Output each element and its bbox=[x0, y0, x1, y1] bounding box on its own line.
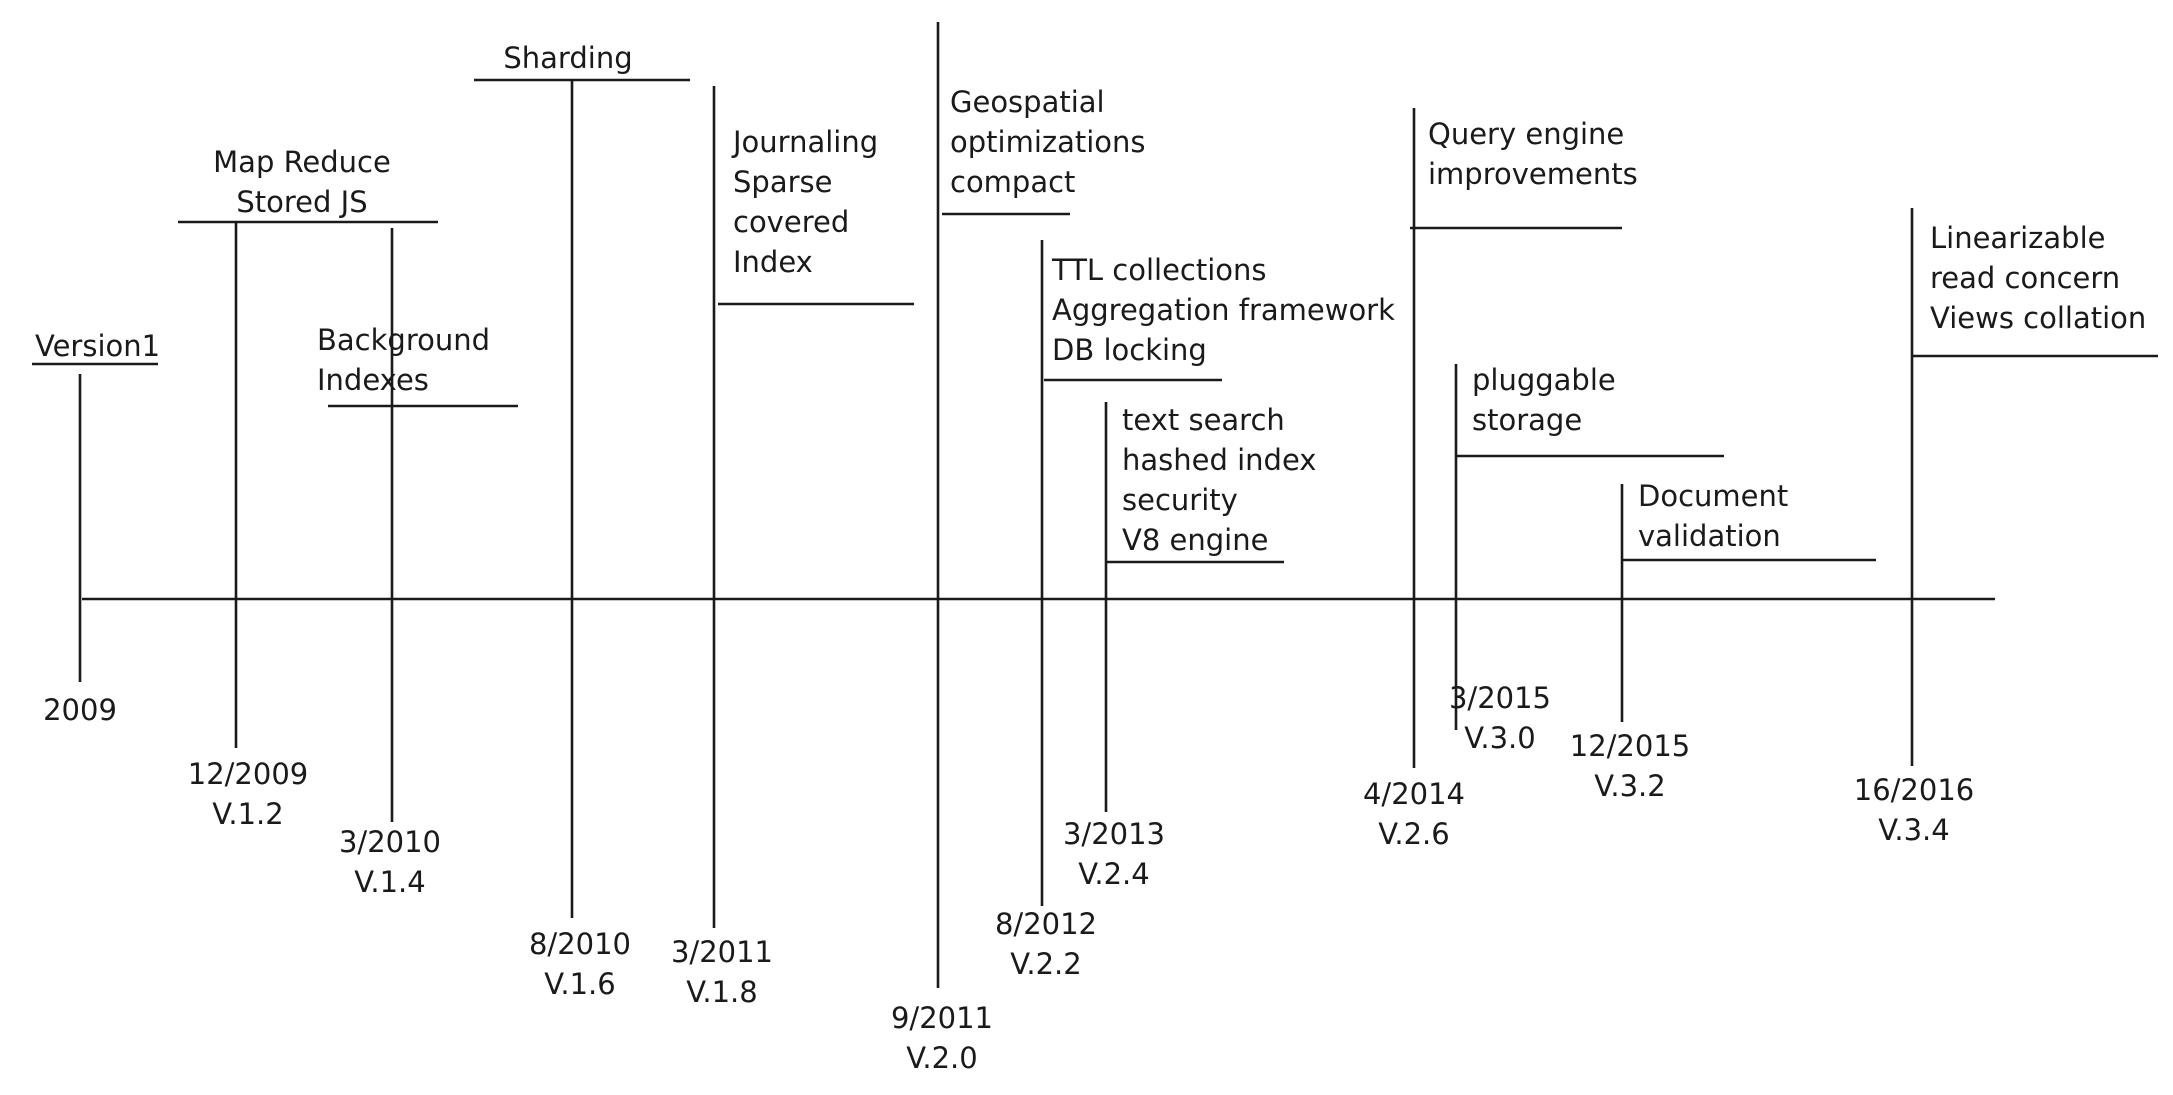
event-date-label: 8/2010 bbox=[529, 927, 631, 961]
timeline-event-v3-4: Linearizable read concern Views collation 1… bbox=[1854, 208, 2158, 847]
feature-label: Background bbox=[317, 323, 490, 357]
event-date-label: 2009 bbox=[43, 693, 117, 727]
event-date-label: 8/2012 bbox=[995, 907, 1097, 941]
event-date-label: 3/2011 bbox=[671, 935, 773, 969]
feature-label: Index bbox=[733, 245, 813, 279]
feature-label: Sparse bbox=[733, 165, 832, 199]
feature-label: TTL collections bbox=[1051, 253, 1267, 287]
event-version-label: V.1.8 bbox=[686, 975, 757, 1009]
event-version-label: V.1.4 bbox=[354, 865, 425, 899]
feature-label: pluggable bbox=[1472, 363, 1616, 397]
event-version-label: V.1.6 bbox=[544, 967, 615, 1001]
event-version-label: V.2.0 bbox=[906, 1041, 977, 1075]
feature-label: Views collation bbox=[1930, 301, 2146, 335]
feature-label: text search bbox=[1122, 403, 1285, 437]
feature-label: Document bbox=[1638, 479, 1788, 513]
feature-label: read concern bbox=[1930, 261, 2120, 295]
feature-label: optimizations bbox=[950, 125, 1146, 159]
timeline-event-v2-4: text search hashed index security V8 engine… bbox=[1063, 402, 1316, 891]
event-version-label: V.3.0 bbox=[1464, 721, 1535, 755]
event-date-label: 3/2010 bbox=[339, 825, 441, 859]
timeline-event-v3-2: Document validation 12/2015 V.3.2 bbox=[1570, 479, 1876, 803]
event-date-label: 3/2015 bbox=[1449, 681, 1551, 715]
feature-label: Stored JS bbox=[236, 185, 367, 219]
event-version-label: V.2.6 bbox=[1378, 817, 1449, 851]
timeline-event-v1-2: Map Reduce Stored JS 12/2009 V.1.2 bbox=[178, 145, 438, 831]
feature-label: Aggregation framework bbox=[1052, 293, 1395, 327]
event-version-label: V.3.2 bbox=[1594, 769, 1665, 803]
feature-label: compact bbox=[950, 165, 1075, 199]
feature-label: covered bbox=[733, 205, 849, 239]
timeline-event-v1-4: Background Indexes 3/2010 V.1.4 bbox=[317, 228, 518, 899]
feature-label: Sharding bbox=[503, 41, 632, 75]
timeline-event-v2-6: Query engine improvements 4/2014 V.2.6 bbox=[1363, 108, 1638, 851]
feature-label: V8 engine bbox=[1122, 523, 1268, 557]
event-date-label: 12/2009 bbox=[188, 757, 308, 791]
feature-label: Map Reduce bbox=[213, 145, 391, 179]
feature-label: improvements bbox=[1428, 157, 1638, 191]
event-date-label: 9/2011 bbox=[891, 1001, 993, 1035]
timeline-event-v1-6: Sharding 8/2010 V.1.6 bbox=[474, 41, 690, 1001]
feature-label: Journaling bbox=[731, 125, 878, 159]
timeline-event-v3-0: pluggable storage 3/2015 V.3.0 bbox=[1449, 363, 1724, 755]
feature-label: security bbox=[1122, 483, 1238, 517]
event-version-label: V.2.2 bbox=[1010, 947, 1081, 981]
event-version-label: V.1.2 bbox=[212, 797, 283, 831]
event-date-label: 16/2016 bbox=[1854, 773, 1974, 807]
feature-label: DB locking bbox=[1052, 333, 1207, 367]
feature-label: validation bbox=[1638, 519, 1781, 553]
event-version-label: V.2.4 bbox=[1078, 857, 1149, 891]
timeline-event-v2-2: TTL collections Aggregation framework DB l… bbox=[995, 240, 1395, 981]
feature-label: Linearizable bbox=[1930, 221, 2106, 255]
timeline-event-v1: Version1 2009 bbox=[32, 329, 160, 727]
feature-label: storage bbox=[1472, 403, 1582, 437]
feature-label: Version1 bbox=[35, 329, 160, 363]
feature-label: Indexes bbox=[317, 363, 429, 397]
event-date-label: 3/2013 bbox=[1063, 817, 1165, 851]
feature-label: Geospatial bbox=[950, 85, 1105, 119]
event-date-label: 4/2014 bbox=[1363, 777, 1465, 811]
timeline-event-v2-0: Geospatial optimizations compact 9/2011 V.2.… bbox=[891, 22, 1146, 1075]
feature-label: hashed index bbox=[1122, 443, 1316, 477]
feature-label: Query engine bbox=[1428, 117, 1624, 151]
event-date-label: 12/2015 bbox=[1570, 729, 1690, 763]
event-version-label: V.3.4 bbox=[1878, 813, 1949, 847]
timeline-event-v1-8: Journaling Sparse covered Index 3/2011 V.1.8 bbox=[671, 86, 914, 1009]
